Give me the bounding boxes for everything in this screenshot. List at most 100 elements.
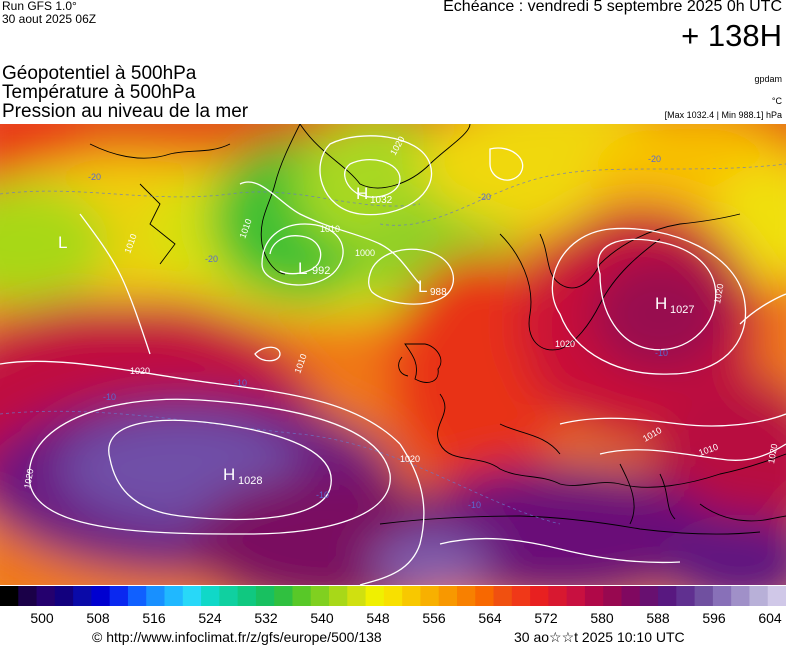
color-scale-swatch [347, 586, 367, 606]
color-scale-tick-label: 508 [86, 610, 110, 626]
color-scale-swatch [18, 586, 38, 606]
weather-map: H 1032 L 992 L 988 H 1027 H 1028 L 1020 … [0, 124, 786, 585]
unit-temperature: °C [771, 96, 782, 106]
color-scale-tick-label: 596 [702, 610, 726, 626]
color-scale-swatch [694, 586, 714, 606]
color-scale-swatch [310, 586, 330, 606]
isobar-label: 1020 [766, 443, 779, 464]
color-scale-tick-label: 540 [310, 610, 334, 626]
isotherm-labels: -20 -20 -20 -20 -10 -10 -10 -10 -10 [88, 154, 668, 510]
color-scale-swatch [731, 586, 751, 606]
color-scale-swatch [91, 586, 111, 606]
color-scale-swatch [365, 586, 385, 606]
color-scale-swatch [530, 586, 549, 606]
low-marker: L [58, 233, 67, 252]
color-scale-swatch [146, 586, 166, 606]
high-marker: H [223, 465, 235, 484]
center-value: 1028 [238, 475, 262, 487]
layer-pressure: Pression au niveau de la mer [2, 101, 249, 122]
color-scale-swatch [54, 586, 74, 606]
layer-temperature: Température à 500hPa [2, 82, 196, 103]
forecast-valid-time: Echéance : vendredi 5 septembre 2025 0h … [443, 0, 782, 15]
color-scale-swatch [237, 586, 257, 606]
color-scale-tick-label: 572 [534, 610, 558, 626]
color-scale-swatch [420, 586, 440, 606]
high-marker: H [356, 184, 368, 203]
color-scale-swatch [584, 586, 604, 606]
color-scale-swatch [0, 586, 19, 606]
forecast-horizon: + 138H [681, 18, 782, 53]
color-scale-tick-label: 564 [478, 610, 502, 626]
isobar-label: 1020 [555, 339, 575, 349]
pressure-center-labels: H 1032 L 992 L 988 H 1027 H 1028 L [58, 184, 694, 487]
source-url: © http://www.infoclimat.fr/z/gfs/europe/… [92, 629, 382, 645]
color-scale-swatch [603, 586, 623, 606]
color-scale-swatch [493, 586, 513, 606]
low-marker: L [298, 259, 307, 278]
generation-timestamp: 30 ao☆☆t 2025 10:10 UTC [514, 629, 685, 645]
color-scale-tick-label: 516 [142, 610, 166, 626]
color-scale-swatch [676, 586, 696, 606]
color-scale-tick-label: 524 [198, 610, 222, 626]
center-value: 988 [430, 287, 447, 298]
isobars [0, 135, 786, 585]
color-scale-tick-label: 548 [366, 610, 390, 626]
color-scale-swatch [292, 586, 312, 606]
color-scale-swatch [566, 586, 586, 606]
color-scale-swatch [219, 586, 239, 606]
color-scale-swatch [255, 586, 275, 606]
isobar-label: 1000 [355, 248, 375, 258]
color-scale-swatch [621, 586, 641, 606]
center-value: 1032 [370, 195, 393, 206]
isotherm-label: -20 [478, 192, 491, 202]
unit-geopotential: gpdam [754, 74, 782, 84]
color-scale-swatch [164, 586, 184, 606]
isotherm-label: -20 [648, 154, 661, 164]
color-scale-swatch [402, 586, 422, 606]
geopotential-field [0, 124, 786, 585]
isotherm-label: -10 [234, 378, 247, 388]
color-scale-tick-label: 588 [646, 610, 670, 626]
color-scale-swatch [73, 586, 92, 606]
color-scale-swatch [201, 586, 220, 606]
color-scale-swatch [274, 586, 294, 606]
color-scale-tick-label: 604 [758, 610, 782, 626]
color-scale-tick-label: 580 [590, 610, 614, 626]
run-label: Run GFS 1.0° [2, 0, 77, 13]
isotherm-label: -10 [655, 348, 668, 358]
color-scale-swatch [548, 586, 568, 606]
layer-geopotential: Géopotentiel à 500hPa [2, 63, 197, 84]
color-scale-tick-label: 556 [422, 610, 446, 626]
color-scale-swatch [767, 586, 786, 606]
isobar-label: 1020 [712, 283, 725, 304]
color-scale-swatch [749, 586, 769, 606]
isotherm-label: -10 [103, 392, 116, 402]
run-date: 30 aout 2025 06Z [2, 12, 97, 26]
color-scale-swatch [383, 586, 403, 606]
color-scale-bar [0, 586, 786, 606]
isotherm-label: -20 [88, 172, 101, 182]
center-value: 992 [312, 265, 330, 277]
isobar-label: 1020 [22, 468, 35, 489]
isotherm-label: -20 [205, 254, 218, 264]
coastlines [89, 124, 786, 535]
color-scale-swatch [127, 586, 147, 606]
color-scale-tick-label: 500 [30, 610, 54, 626]
color-scale-swatch [456, 586, 476, 606]
center-value: 1027 [670, 304, 694, 316]
isobar-label: 1020 [400, 454, 420, 464]
high-marker: H [655, 294, 667, 313]
color-scale-swatch [712, 586, 732, 606]
low-marker: L [418, 277, 427, 296]
color-scale-swatch [658, 586, 677, 606]
isotherm-label: -10 [468, 500, 481, 510]
color-scale-tick-label: 532 [254, 610, 278, 626]
color-scale-swatch [109, 586, 129, 606]
unit-pressure-range: [Max 1032.4 | Min 988.1] hPa [664, 110, 782, 120]
color-scale-swatch [511, 586, 531, 606]
isobar-label: 1010 [320, 224, 340, 234]
isobar-label: 1020 [130, 366, 150, 376]
color-scale-swatch [329, 586, 348, 606]
color-scale-swatch [639, 586, 659, 606]
isotherm-label: -10 [316, 490, 329, 500]
